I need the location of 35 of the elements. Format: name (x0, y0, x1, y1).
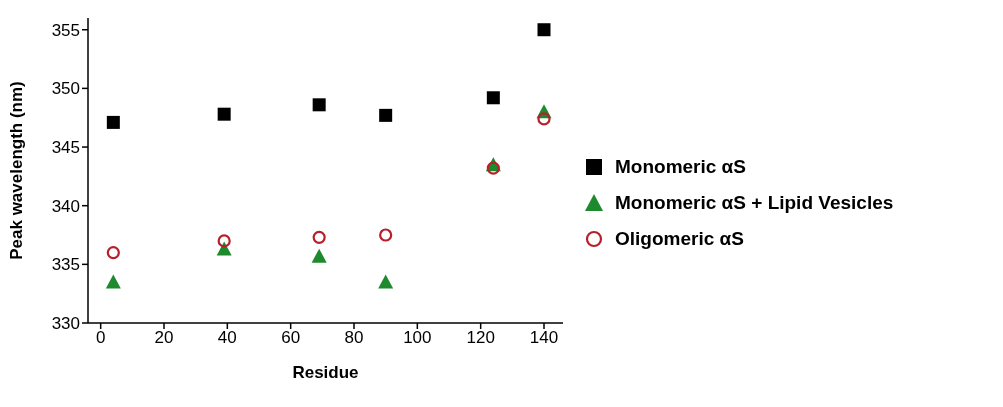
y-tick-label: 345 (51, 138, 80, 158)
x-tick-label: 140 (529, 328, 559, 348)
x-tick-label: 80 (344, 328, 364, 348)
y-tick-label: 330 (51, 314, 80, 334)
y-axis-title: Peak wavelength (nm) (7, 81, 27, 260)
point (537, 112, 551, 126)
point (106, 246, 120, 260)
legend-label: Monomeric αS (615, 156, 746, 178)
point (379, 228, 393, 242)
y-tick-label: 340 (51, 196, 80, 216)
point (486, 161, 500, 175)
point (537, 23, 551, 37)
x-tick-label: 100 (403, 328, 432, 348)
point (106, 115, 120, 129)
y-tick-label: 350 (51, 79, 80, 99)
point (105, 274, 121, 289)
legend-label: Monomeric αS + Lipid Vesicles (615, 192, 894, 214)
point (312, 230, 326, 244)
point (312, 98, 326, 112)
point (217, 107, 231, 121)
point (486, 91, 500, 105)
y-tick-label: 355 (51, 20, 80, 40)
x-tick-label: 0 (95, 328, 106, 348)
legend-label: Oligomeric αS (615, 228, 744, 250)
point (311, 248, 327, 263)
x-tick-label: 40 (217, 328, 237, 348)
point (217, 234, 231, 248)
point (216, 241, 232, 256)
x-tick-label: 120 (466, 328, 495, 348)
x-axis-title: Residue (292, 363, 359, 382)
x-tick-label: 60 (281, 328, 301, 348)
point (379, 108, 393, 122)
x-tick-label: 20 (154, 328, 174, 348)
y-tick-label: 335 (51, 255, 80, 275)
point (378, 274, 394, 289)
